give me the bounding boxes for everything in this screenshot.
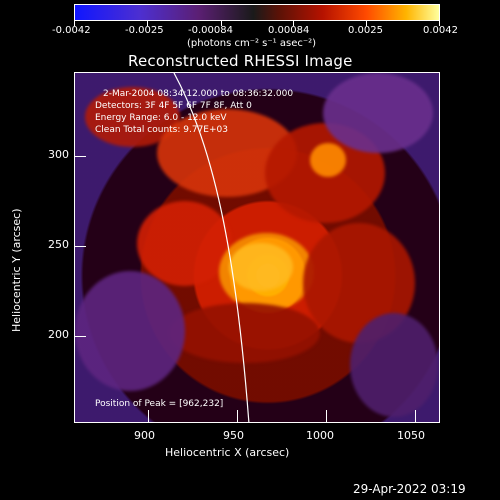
x-axis-major-tick <box>148 410 149 422</box>
colorbar-tick-label: -0.00084 <box>188 25 233 36</box>
colorbar-tick <box>366 21 367 26</box>
x-tick-label: 950 <box>223 429 244 442</box>
detectors-text: Detectors: 3F 4F 5F 6F 7F 8F, Att 0 <box>95 101 252 111</box>
colorbar-tick <box>147 21 148 26</box>
x-tick-label: 1000 <box>306 429 334 442</box>
colorbar <box>74 4 440 21</box>
timestamp: 29-Apr-2022 03:19 <box>353 482 466 496</box>
colorbar-tick <box>293 21 294 26</box>
y-tick-label: 200 <box>48 328 69 341</box>
colorbar-tick <box>221 21 222 26</box>
colorbar-tick <box>74 21 75 26</box>
x-tick-label: 900 <box>134 429 155 442</box>
x-tick-label: 1050 <box>397 429 425 442</box>
y-axis-major-tick <box>74 156 86 157</box>
x-axis-label: Heliocentric X (arcsec) <box>165 446 290 459</box>
colorbar-tick-label: -0.0042 <box>52 25 91 36</box>
energy-range-text: Energy Range: 6.0 - 12.0 keV <box>95 113 227 123</box>
y-axis-major-tick <box>74 246 86 247</box>
emission-blob <box>219 233 314 311</box>
peak-position-text: Position of Peak = [962,232] <box>95 399 224 409</box>
y-axis-major-tick <box>74 336 86 337</box>
emission-blob <box>170 303 320 363</box>
rhessi-image-plot: 2-Mar-2004 08:34:12.000 to 08:36:32.000 … <box>74 72 440 423</box>
x-axis-major-tick <box>326 410 327 422</box>
x-axis-major-tick <box>237 410 238 422</box>
emission-blob <box>137 201 232 286</box>
y-axis-label: Heliocentric Y (arcsec) <box>10 208 23 332</box>
limb-curve <box>173 73 250 422</box>
y-tick-label: 300 <box>48 148 69 161</box>
y-tick-label: 250 <box>48 238 69 251</box>
colorbar-tick-label: 0.0042 <box>423 25 458 36</box>
time-range-text: 2-Mar-2004 08:34:12.000 to 08:36:32.000 <box>103 89 294 99</box>
colorbar-tick-label: 0.0025 <box>348 25 383 36</box>
colorbar-tick <box>439 21 440 26</box>
clean-counts-text: Clean Total counts: 9.77E+03 <box>95 125 228 135</box>
plot-title: Reconstructed RHESSI Image <box>128 52 353 70</box>
emission-blob <box>350 313 438 417</box>
emission-blob <box>323 73 433 153</box>
colorbar-units: (photons cm⁻² s⁻¹ asec⁻²) <box>187 38 317 49</box>
emission-blob <box>310 143 346 177</box>
emission-blob <box>75 271 185 391</box>
colorbar-tick-label: 0.00084 <box>268 25 310 36</box>
x-axis-major-tick <box>415 410 416 422</box>
colorbar-tick-label: -0.0025 <box>125 25 164 36</box>
